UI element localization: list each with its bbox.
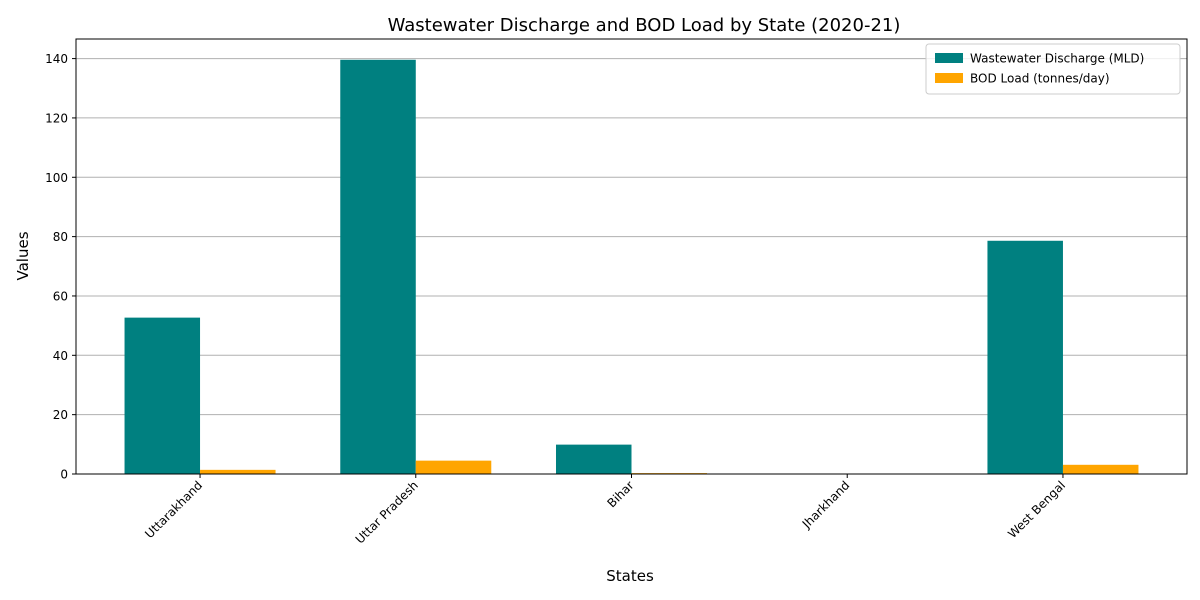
- legend-label: BOD Load (tonnes/day): [970, 72, 1110, 86]
- y-tick-label: 60: [53, 289, 68, 303]
- x-tick-label: Uttarakhand: [142, 478, 205, 541]
- x-tick-label: West Bengal: [1005, 478, 1068, 541]
- x-tick-label: Uttar Pradesh: [353, 478, 421, 546]
- bar-wastewater-uttarakhand: [124, 317, 201, 474]
- bar-wastewater-bihar: [555, 444, 632, 474]
- x-axis-label: States: [606, 567, 654, 585]
- y-tick-label: 0: [60, 468, 68, 482]
- bar-bod-uttarakhand: [200, 469, 276, 474]
- bar-bod-west-bengal: [1062, 464, 1139, 474]
- bar-wastewater-west-bengal: [987, 240, 1063, 474]
- bar-wastewater-uttar-pradesh: [340, 59, 416, 474]
- chart-title: Wastewater Discharge and BOD Load by Sta…: [388, 15, 901, 36]
- y-axis-label: Values: [14, 231, 32, 280]
- grid-lines: [76, 58, 1187, 475]
- x-tick-label: Bihar: [604, 478, 636, 510]
- y-tick-label: 80: [53, 230, 68, 244]
- y-tick-label: 140: [45, 52, 68, 66]
- y-tick-label: 20: [53, 408, 68, 422]
- legend-label: Wastewater Discharge (MLD): [970, 52, 1144, 66]
- legend-swatch: [935, 53, 963, 63]
- x-axis-ticks: Uttarakhand Uttar Pradesh Bihar Jharkhand We…: [142, 474, 1068, 546]
- y-tick-label: 100: [45, 171, 68, 185]
- bar-bod-uttar-pradesh: [415, 460, 492, 474]
- y-tick-label: 120: [45, 111, 68, 125]
- legend-swatch: [935, 73, 963, 83]
- y-tick-label: 40: [53, 349, 68, 363]
- bars: [124, 59, 1139, 474]
- x-tick-label: Jharkhand: [799, 478, 852, 531]
- legend: Wastewater Discharge (MLD) BOD Load (tonn…: [925, 43, 1181, 95]
- y-axis-ticks: 0 20 40 60 80 100 120 140: [45, 52, 76, 482]
- legend-box: [925, 43, 1181, 95]
